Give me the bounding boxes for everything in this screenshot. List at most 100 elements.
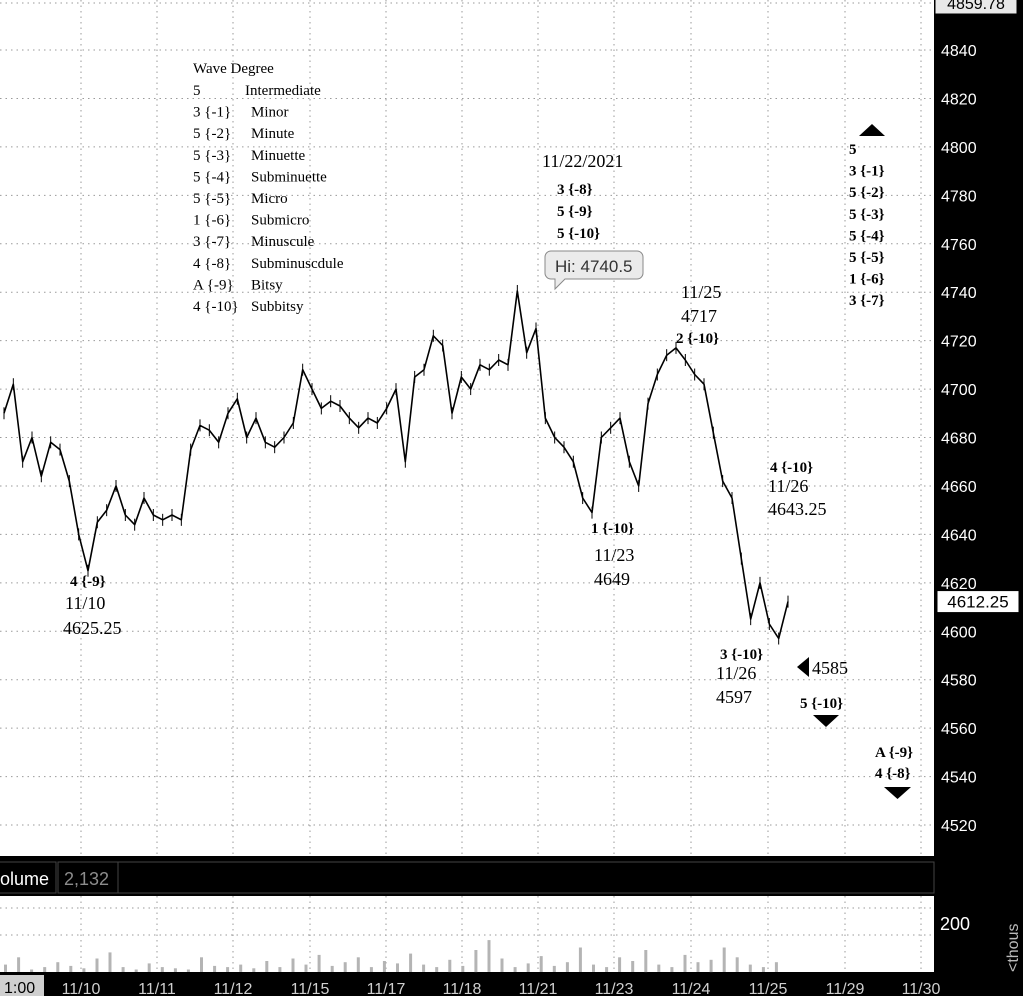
volume-bar xyxy=(239,964,243,972)
volume-bar xyxy=(618,957,622,972)
annotation-1126-low: 3 {-10} 11/26 4597 xyxy=(716,647,763,707)
top-stack-wave: 5 {-5} xyxy=(849,250,885,266)
volume-bar xyxy=(108,952,112,972)
volume-bar xyxy=(4,964,7,972)
date-tick-label: 11/12 xyxy=(214,981,253,996)
date-tick-label: 11/11 xyxy=(138,981,176,996)
volume-bar xyxy=(474,950,478,973)
svg-text:3 {-8}: 3 {-8} xyxy=(557,182,593,198)
volume-bar xyxy=(173,968,177,972)
down-arrow-icon xyxy=(813,715,839,727)
legend-title: Wave Degree xyxy=(193,61,274,77)
top-price-label: 4859.78 xyxy=(934,0,1018,15)
time-axis-panel xyxy=(0,972,1023,996)
volume-bar xyxy=(578,947,582,972)
svg-text:4 {-9}: 4 {-9} xyxy=(70,574,106,590)
date-tick-label: 11/10 xyxy=(62,981,101,996)
svg-text:11/26: 11/26 xyxy=(716,663,756,683)
last-price-badge: 4612.25 xyxy=(936,590,1020,614)
volume-label: olume xyxy=(0,869,49,889)
annotation-1125: 11/25 4717 2 {-10} xyxy=(676,282,721,347)
svg-text:4625.25: 4625.25 xyxy=(63,618,122,638)
svg-text:11/22/2021: 11/22/2021 xyxy=(542,151,623,171)
volume-bar xyxy=(631,961,635,972)
legend-wave: 3 {-7} xyxy=(193,234,231,250)
price-tick-label: 4680 xyxy=(941,431,977,448)
price-tick-label: 4820 xyxy=(941,91,977,108)
top-stack-wave: 5 {-3} xyxy=(849,207,885,223)
top-stack-wave: 3 {-1} xyxy=(849,164,885,180)
wave-a-stack: A {-9} 4 {-8} xyxy=(875,745,913,799)
price-tick-label: 4640 xyxy=(941,527,977,544)
volume-bar xyxy=(160,967,164,972)
volume-bar xyxy=(252,968,256,972)
volume-bar xyxy=(487,940,491,972)
first-time-label: 1:00 xyxy=(0,975,44,996)
legend-degree: Intermediate xyxy=(245,83,321,99)
volume-bar xyxy=(43,967,47,972)
wave-degree-legend: Wave Degree 5 Intermediate 3 {-1} Minor 5 {-… xyxy=(193,61,344,315)
svg-text:5 {-10}: 5 {-10} xyxy=(800,696,843,712)
volume-bar xyxy=(200,957,203,972)
hi-callout: Hi: 4740.5 xyxy=(544,250,644,291)
volume-bar xyxy=(82,968,86,972)
volume-bar xyxy=(448,959,452,973)
volume-current: 2,132 xyxy=(64,869,109,889)
volume-bar xyxy=(761,967,765,972)
svg-text:4 {-10}: 4 {-10} xyxy=(770,460,813,476)
svg-text:A {-9}: A {-9} xyxy=(875,745,913,761)
svg-text:11/23: 11/23 xyxy=(594,545,634,565)
down-arrow-icon xyxy=(884,787,911,799)
svg-text:1:00: 1:00 xyxy=(4,980,35,996)
svg-text:5 {-9}: 5 {-9} xyxy=(557,204,593,220)
volume-series xyxy=(4,940,778,973)
wave-5-minus10: 5 {-10} xyxy=(800,696,843,727)
svg-text:4 {-8}: 4 {-8} xyxy=(875,766,911,782)
svg-text:4612.25: 4612.25 xyxy=(947,593,1008,612)
top-stack-wave: 3 {-7} xyxy=(849,293,885,309)
legend-degree: Subminuscdule xyxy=(251,256,344,272)
volume-bar xyxy=(605,967,609,972)
volume-bar xyxy=(134,969,138,972)
volume-tick-200: 200 xyxy=(940,914,970,934)
svg-text:4643.25: 4643.25 xyxy=(768,499,827,519)
svg-text:4597: 4597 xyxy=(716,687,752,707)
price-series xyxy=(3,284,789,645)
date-tick-label: 11/18 xyxy=(443,981,482,996)
volume-bar xyxy=(186,969,190,972)
date-tick-label: 11/25 xyxy=(749,981,788,996)
top-stack-wave: 5 xyxy=(849,142,857,158)
target-4585: 4585 xyxy=(797,657,848,678)
legend-degree: Minor xyxy=(251,105,289,121)
svg-text:4859.78: 4859.78 xyxy=(947,0,1005,13)
volume-bar xyxy=(748,964,752,972)
volume-bar xyxy=(774,962,778,972)
volume-bar xyxy=(356,957,360,972)
date-tick-label: 11/17 xyxy=(367,981,406,996)
price-tick-label: 4600 xyxy=(941,624,977,641)
date-tick-label: 11/29 xyxy=(826,981,865,996)
volume-bar xyxy=(696,962,700,972)
volume-bar xyxy=(644,950,648,973)
svg-text:5 {-10}: 5 {-10} xyxy=(557,226,600,242)
volume-bar xyxy=(17,957,21,972)
price-tick-label: 4800 xyxy=(941,140,977,157)
volume-bar xyxy=(461,965,465,972)
legend-degree: Subminuette xyxy=(251,169,327,185)
legend-wave: 1 {-6} xyxy=(193,213,231,229)
price-axis-ticks: 4840 4820 4800 4780 4760 4740 4720 4700 4680 4660… xyxy=(941,43,977,835)
price-tick-label: 4840 xyxy=(941,43,977,60)
svg-text:4717: 4717 xyxy=(681,306,717,326)
legend-degree: Bitsy xyxy=(251,277,283,293)
date-tick-label: 11/30 xyxy=(902,981,941,996)
volume-bar xyxy=(330,965,334,972)
svg-text:Hi: 4740.5: Hi: 4740.5 xyxy=(555,257,633,276)
svg-text:3 {-10}: 3 {-10} xyxy=(720,647,763,663)
volume-bar xyxy=(265,961,269,972)
volume-bar xyxy=(422,964,426,972)
price-tick-label: 4740 xyxy=(941,285,977,302)
legend-degree: Minute xyxy=(251,126,295,142)
svg-text:4585: 4585 xyxy=(812,658,848,678)
svg-text:11/26: 11/26 xyxy=(768,476,808,496)
volume-bar xyxy=(435,967,439,972)
